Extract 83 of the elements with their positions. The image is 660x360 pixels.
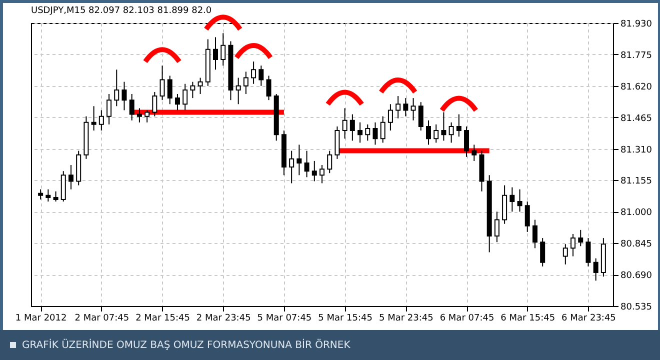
x-tick-label: 6 Mar 15:45	[500, 314, 556, 324]
candlestick	[562, 244, 568, 265]
candlestick	[396, 96, 401, 119]
candlestick	[418, 102, 424, 132]
candlestick	[524, 201, 530, 232]
candlestick	[152, 91, 158, 117]
y-tick-label: 81.155	[620, 176, 652, 187]
candlestick	[68, 164, 74, 190]
candlestick	[434, 124, 439, 144]
candlestick	[388, 104, 393, 132]
candlestick	[266, 75, 272, 101]
candlestick	[342, 108, 348, 140]
candlestick	[494, 211, 500, 243]
candlestick	[190, 81, 196, 99]
candlestick	[380, 116, 386, 144]
y-tick-label: 80.690	[620, 271, 652, 282]
candlestick	[304, 150, 310, 178]
candlestick	[464, 126, 470, 158]
y-tick-label: 81.775	[620, 50, 652, 61]
candlestick	[448, 122, 454, 144]
candlestick	[296, 144, 302, 176]
candlestick	[258, 65, 264, 86]
candlestick	[46, 188, 51, 202]
candlestick	[129, 94, 134, 121]
candlestick	[251, 61, 256, 84]
candlestick	[426, 120, 431, 146]
y-tick-label: 81.000	[620, 208, 652, 218]
candlestick	[365, 124, 370, 142]
candlestick	[220, 32, 226, 66]
candlestick	[160, 65, 165, 101]
candlestick	[98, 110, 104, 132]
candlestick	[372, 122, 378, 146]
text: GRAFİK ÜZERİNDE OMUZ BAŞ OMUZ FORMASYONUNA BİR ÖRNEK	[22, 340, 350, 350]
candlestick	[540, 238, 546, 267]
candlestick	[510, 186, 515, 212]
candlestick	[472, 144, 477, 162]
candlestick	[38, 188, 44, 200]
candlestick	[144, 110, 150, 123]
y-tick-label: 81.465	[620, 114, 652, 124]
y-tick-label: 80.535	[620, 302, 652, 312]
candlestick	[167, 75, 172, 105]
candlestick	[289, 150, 294, 184]
y-tick-label: 81.930	[620, 20, 652, 30]
candlestick	[106, 94, 112, 125]
candlestick	[410, 98, 416, 121]
candlestick	[136, 108, 142, 123]
candlestick	[358, 122, 363, 144]
candlestick	[327, 150, 332, 174]
x-tick-label: 5 Mar 07:45	[257, 314, 312, 324]
chart-title: USDJPY,M15 82.097 82.103 81.899 82.0	[31, 6, 212, 16]
x-tick-label: 1 Mar 2012	[15, 314, 67, 324]
candlestick	[456, 114, 462, 138]
x-tick-label: 2 Mar 23:45	[196, 314, 251, 324]
candlestick	[182, 83, 188, 111]
candlestick	[114, 69, 120, 107]
candlestick	[320, 164, 324, 184]
x-tick-label: 5 Mar 23:45	[378, 314, 434, 324]
x-tick-label: 2 Mar 07:45	[74, 314, 130, 324]
candlestick	[213, 36, 218, 70]
candlestick	[586, 238, 591, 267]
x-tick-label: 2 Mar 15:45	[136, 314, 190, 324]
x-tick-label: 6 Mar 07:45	[440, 314, 494, 324]
candlestick	[122, 81, 127, 111]
x-tick-label: 5 Mar 15:45	[318, 314, 373, 324]
candlestick	[91, 106, 96, 132]
candlestick	[441, 112, 446, 142]
candlestick	[593, 258, 598, 282]
candlestick	[53, 190, 58, 202]
candlestick	[198, 77, 203, 95]
candlestick	[570, 233, 576, 257]
candlestick	[236, 77, 241, 105]
candlestick	[517, 188, 522, 212]
candlestick	[532, 219, 538, 249]
y-tick-label: 80.845	[620, 240, 652, 250]
x-tick-label: 6 Mar 23:45	[562, 314, 616, 324]
candlestick	[174, 94, 180, 111]
candlestick	[403, 98, 408, 117]
y-tick-label: 81.620	[620, 82, 652, 92]
y-tick-label: 81.310	[620, 145, 652, 156]
candlestick	[578, 229, 584, 247]
candlestick	[312, 160, 317, 182]
candlestick	[350, 114, 355, 142]
candlestick	[243, 71, 248, 95]
